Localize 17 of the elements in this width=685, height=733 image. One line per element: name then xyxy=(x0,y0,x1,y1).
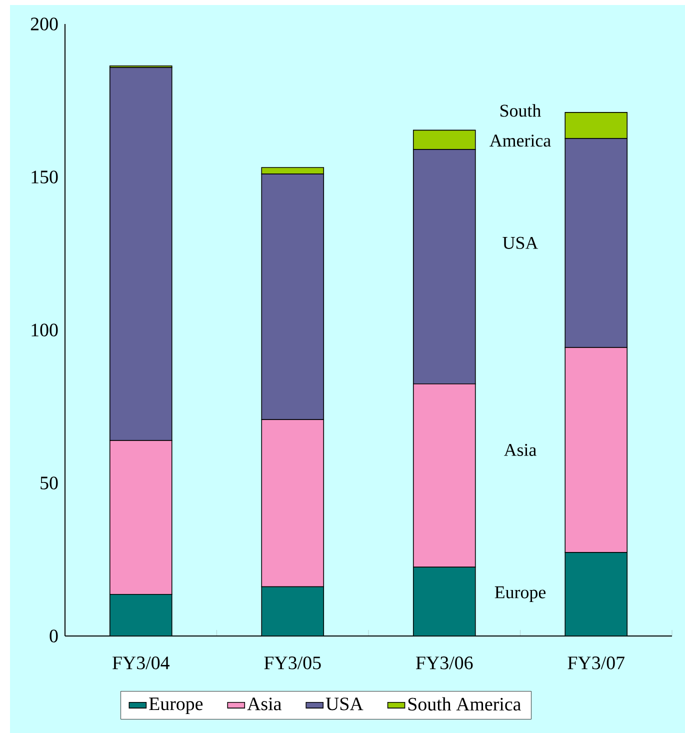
annotation: Europe xyxy=(494,586,546,602)
x-tick-label: FY3/05 xyxy=(264,656,321,670)
x-tick-label: FY3/07 xyxy=(568,656,624,670)
x-tick-label: FY3/04 xyxy=(112,656,170,670)
y-tick-label: 100 xyxy=(32,324,58,336)
x-tick-label: FY3/06 xyxy=(416,656,473,670)
y-tick-label: 0 xyxy=(50,630,58,642)
legend-label: Europe xyxy=(149,698,203,714)
y-tick-label: 50 xyxy=(40,476,58,490)
annotation: USA xyxy=(502,236,538,249)
y-tick-label: 150 xyxy=(32,170,58,184)
annotation: South America xyxy=(490,104,551,147)
legend-label: USA xyxy=(326,698,364,710)
y-tick-label: 200 xyxy=(30,18,58,30)
legend-label: South America xyxy=(408,697,521,711)
annotation: Asia xyxy=(504,444,536,456)
legend-label: Asia xyxy=(247,698,282,710)
